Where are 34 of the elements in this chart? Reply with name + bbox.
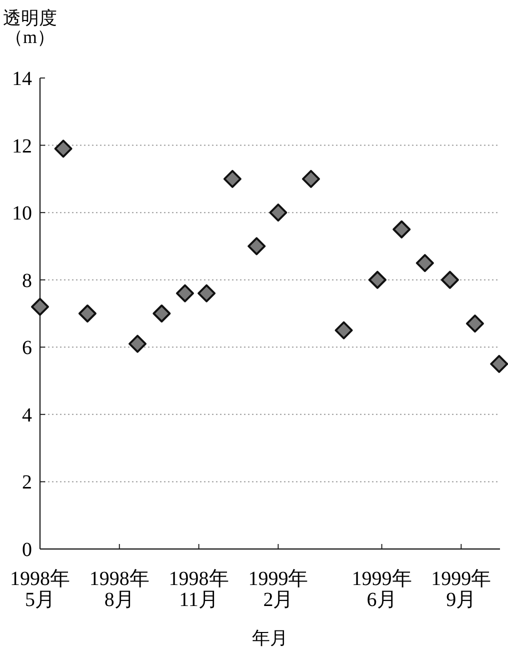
- y-tick-label: 10: [12, 202, 32, 225]
- x-tick-label: 1999年 6月: [352, 568, 412, 611]
- point: [269, 204, 288, 222]
- point: [440, 270, 459, 289]
- point: [176, 284, 194, 302]
- point: [416, 254, 434, 272]
- x-tick-label: 1999年 2月: [248, 568, 308, 611]
- point: [223, 170, 242, 188]
- point: [78, 304, 96, 322]
- point: [198, 284, 216, 302]
- x-tick-label: 1998年 5月: [10, 568, 70, 611]
- point: [128, 334, 147, 353]
- point: [334, 321, 353, 340]
- x-tick-label: 1998年 11月: [168, 568, 229, 611]
- x-tick-label: 1999年 9月: [431, 568, 492, 611]
- y-tick-label: 8: [22, 270, 32, 292]
- point: [248, 237, 266, 256]
- y-tick-label: 4: [22, 404, 32, 426]
- y-axis-title: 透明度（m）: [3, 8, 57, 47]
- point: [31, 298, 49, 316]
- y-tick-label: 2: [22, 472, 32, 494]
- point: [302, 170, 320, 188]
- point: [152, 304, 171, 322]
- x-axis-title: 年月: [252, 628, 288, 648]
- point: [490, 354, 508, 373]
- x-tick-label: 1998年 8月: [89, 568, 150, 611]
- point: [368, 270, 386, 289]
- y-tick-label: 0: [22, 539, 32, 561]
- point: [392, 220, 411, 238]
- point: [54, 140, 72, 158]
- y-tick-label: 12: [12, 135, 32, 158]
- point: [466, 314, 484, 333]
- y-tick-label: 14: [12, 68, 32, 90]
- y-tick-label: 6: [22, 337, 32, 360]
